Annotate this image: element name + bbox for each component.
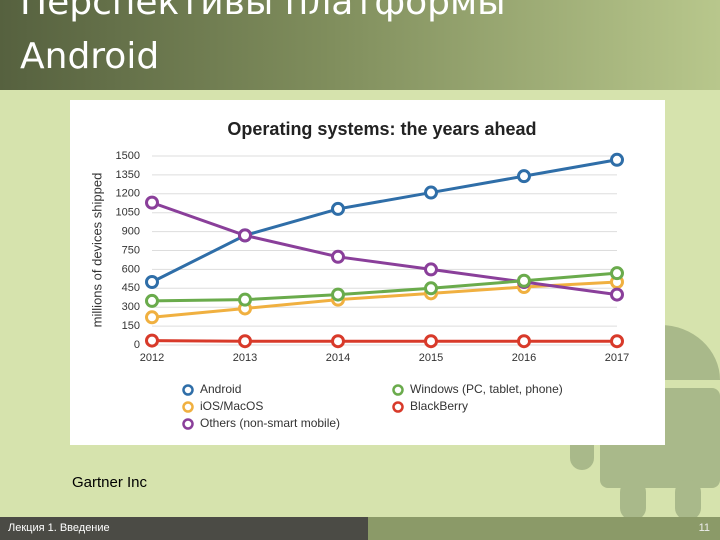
footer-bar [0,517,368,540]
y-tick-label: 900 [122,226,140,238]
x-tick-label: 2017 [605,352,629,364]
legend-marker [182,384,194,396]
legend-marker [392,384,404,396]
header-bar [0,0,720,90]
series-line [151,201,618,297]
y-tick-label: 300 [122,301,140,313]
legend-label: BlackBerry [410,399,468,413]
point [424,281,438,296]
point [610,334,624,349]
point [610,152,624,167]
point [517,273,531,288]
y-tick-label: 1500 [116,150,140,162]
y-tick-label: 150 [122,320,140,332]
slide-title: Перспективы платформы Android [20,0,506,77]
chart-title: Operating systems: the years ahead [227,119,536,139]
point [331,201,345,216]
point [238,228,252,243]
x-tick-label: 2015 [419,352,443,364]
y-tick-label: 1200 [116,188,140,200]
legend-label: Windows (PC, tablet, phone) [410,382,563,396]
series-line [151,158,618,284]
point [331,334,345,349]
y-tick-label: 0 [134,339,140,351]
legend-label: iOS/MacOS [200,399,263,413]
series-line [151,280,618,319]
x-tick-label: 2016 [512,352,536,364]
point [610,266,624,281]
y-tick-label: 750 [122,244,140,256]
y-axis-label: millions of devices shipped [89,173,104,328]
legend-label: Android [200,382,241,396]
legend-label: Others (non-smart mobile) [200,416,340,430]
x-tick-label: 2012 [140,352,164,364]
page-number: 11 [698,522,710,534]
point [517,334,531,349]
point [145,333,159,348]
x-tick-label: 2013 [233,352,257,364]
legend-marker [392,401,404,413]
footer-bar [368,517,720,540]
point [424,334,438,349]
legend-marker [182,401,194,413]
point [145,310,159,325]
point [238,292,252,307]
legend-marker [182,418,194,430]
x-tick-label: 2014 [326,352,350,364]
point [424,185,438,200]
series-line [151,339,617,343]
chart-background [70,100,665,445]
point [610,287,624,302]
y-tick-label: 1050 [116,207,140,219]
point [331,287,345,302]
point [145,275,159,289]
point [331,249,345,264]
footer-text: Лекция 1. Введение [8,522,110,534]
caption: Gartner Inc [72,474,148,491]
y-tick-label: 450 [122,282,140,294]
point [517,169,531,184]
y-tick-label: 600 [122,263,140,275]
point [145,195,159,210]
point [424,262,438,277]
series-line [151,271,618,303]
point [145,293,159,308]
y-tick-label: 1350 [116,169,140,181]
point [238,334,252,349]
